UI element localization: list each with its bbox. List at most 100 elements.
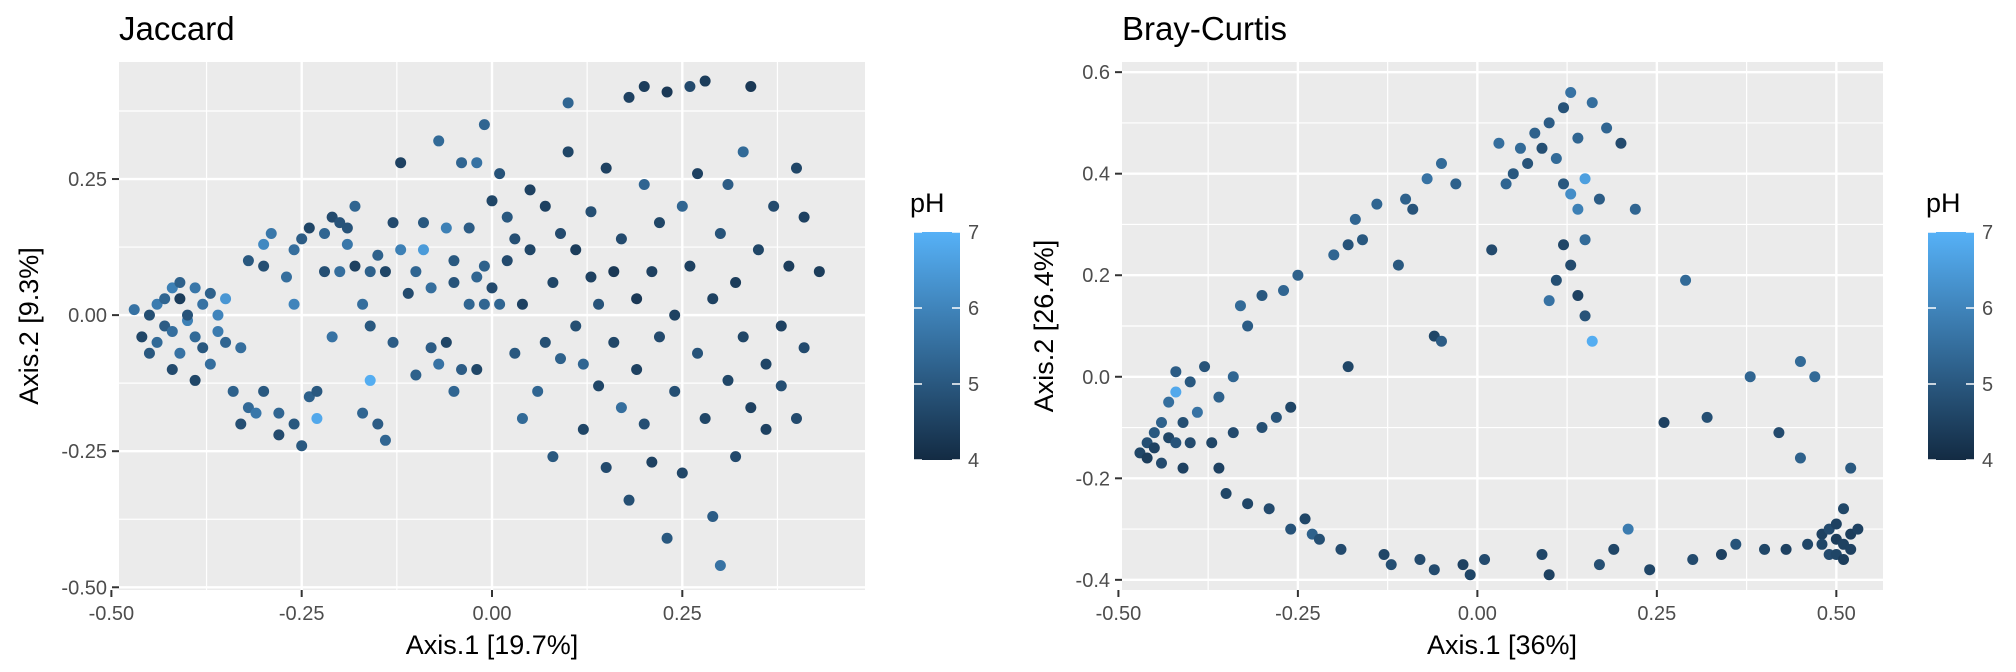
data-point bbox=[768, 200, 780, 212]
data-point bbox=[212, 309, 224, 321]
data-point bbox=[1435, 158, 1447, 170]
grid-major-jaccard bbox=[110, 62, 865, 590]
data-point bbox=[775, 320, 787, 332]
data-point bbox=[357, 298, 369, 310]
data-point bbox=[166, 325, 178, 337]
data-point bbox=[516, 413, 528, 425]
data-point bbox=[669, 309, 681, 321]
data-point bbox=[1385, 559, 1397, 571]
data-point bbox=[1536, 142, 1548, 154]
grid-minor-bray-curtis bbox=[1122, 62, 1883, 590]
data-point bbox=[311, 413, 323, 425]
legend-ticks-bray-curtis: 4 5 6 7 bbox=[1928, 222, 1993, 472]
legend-tick-label: 4 bbox=[1982, 450, 1993, 472]
data-point bbox=[440, 336, 452, 348]
data-point bbox=[1514, 142, 1526, 154]
data-point bbox=[707, 293, 719, 305]
data-point bbox=[1572, 290, 1584, 302]
data-point bbox=[1163, 396, 1175, 408]
data-point bbox=[524, 244, 536, 256]
data-point bbox=[1558, 239, 1570, 251]
data-point bbox=[334, 217, 346, 229]
data-point bbox=[608, 266, 620, 278]
data-point bbox=[258, 260, 270, 272]
x-axis-title-jaccard: Axis.1 [19.7%] bbox=[406, 630, 579, 660]
data-point bbox=[1155, 416, 1167, 428]
data-point bbox=[1170, 437, 1182, 449]
data-point bbox=[1256, 290, 1268, 302]
data-point bbox=[760, 358, 772, 370]
data-point bbox=[204, 287, 216, 299]
data-point bbox=[242, 402, 254, 414]
data-point bbox=[273, 407, 285, 419]
data-point bbox=[1586, 335, 1598, 347]
data-point bbox=[646, 266, 658, 278]
data-point bbox=[410, 369, 422, 381]
data-point bbox=[539, 336, 551, 348]
data-point bbox=[433, 358, 445, 370]
data-point bbox=[737, 146, 749, 158]
data-point bbox=[1378, 548, 1390, 560]
data-point bbox=[288, 418, 300, 430]
data-point bbox=[494, 168, 506, 180]
data-point bbox=[349, 260, 361, 272]
data-point bbox=[790, 413, 802, 425]
data-point bbox=[326, 211, 338, 223]
data-point bbox=[1414, 554, 1426, 566]
data-point bbox=[1242, 320, 1254, 332]
data-point bbox=[1658, 416, 1670, 428]
data-point bbox=[692, 168, 704, 180]
data-point bbox=[722, 178, 734, 190]
data-point bbox=[1586, 97, 1598, 109]
data-point bbox=[425, 282, 437, 294]
legend-ticks-jaccard: 4 5 6 7 bbox=[914, 222, 979, 472]
panel-title-bray-curtis: Bray-Curtis bbox=[1122, 10, 1287, 47]
legend-tick-label: 4 bbox=[968, 450, 979, 472]
data-point bbox=[463, 298, 475, 310]
data-point bbox=[1428, 564, 1440, 576]
data-point bbox=[615, 233, 627, 245]
x-tick-label: -0.25 bbox=[279, 603, 325, 625]
data-point bbox=[1565, 188, 1577, 200]
data-point bbox=[235, 418, 247, 430]
data-point bbox=[600, 462, 612, 474]
data-point bbox=[699, 413, 711, 425]
data-point bbox=[478, 119, 490, 131]
data-point bbox=[783, 260, 795, 272]
data-point bbox=[1536, 548, 1548, 560]
legend-tick-label: 6 bbox=[1982, 298, 1993, 320]
data-point bbox=[1550, 152, 1562, 164]
data-point bbox=[395, 244, 407, 256]
data-point bbox=[1565, 259, 1577, 271]
data-point bbox=[1529, 127, 1541, 139]
data-point bbox=[1507, 168, 1519, 180]
data-point bbox=[417, 244, 429, 256]
y-tick-label: -0.2 bbox=[1076, 468, 1110, 490]
data-point bbox=[585, 271, 597, 283]
panel-jaccard: Jaccard -0.50 -0.25 0.00 0.25 -0.50 -0.25 0.00… bbox=[14, 10, 979, 660]
data-point bbox=[555, 227, 567, 239]
data-point bbox=[189, 331, 201, 343]
data-point bbox=[174, 347, 186, 359]
y-tick-label: 0.00 bbox=[68, 305, 107, 327]
data-point bbox=[1177, 462, 1189, 474]
data-point bbox=[1565, 86, 1577, 98]
data-point bbox=[501, 255, 513, 267]
data-point bbox=[197, 298, 209, 310]
data-point bbox=[570, 244, 582, 256]
data-point bbox=[303, 391, 315, 403]
data-point bbox=[166, 282, 178, 294]
data-point bbox=[159, 320, 171, 332]
legend-colorbar-jaccard bbox=[914, 232, 960, 460]
data-point bbox=[1450, 178, 1462, 190]
data-point bbox=[1579, 173, 1591, 185]
data-point bbox=[1794, 452, 1806, 464]
data-point bbox=[1292, 269, 1304, 281]
data-point bbox=[593, 298, 605, 310]
data-point bbox=[1435, 335, 1447, 347]
data-point bbox=[555, 353, 567, 365]
legend-tick-label: 7 bbox=[1982, 222, 1993, 244]
data-point bbox=[1830, 518, 1842, 530]
data-point bbox=[737, 331, 749, 343]
data-point bbox=[1493, 137, 1505, 149]
